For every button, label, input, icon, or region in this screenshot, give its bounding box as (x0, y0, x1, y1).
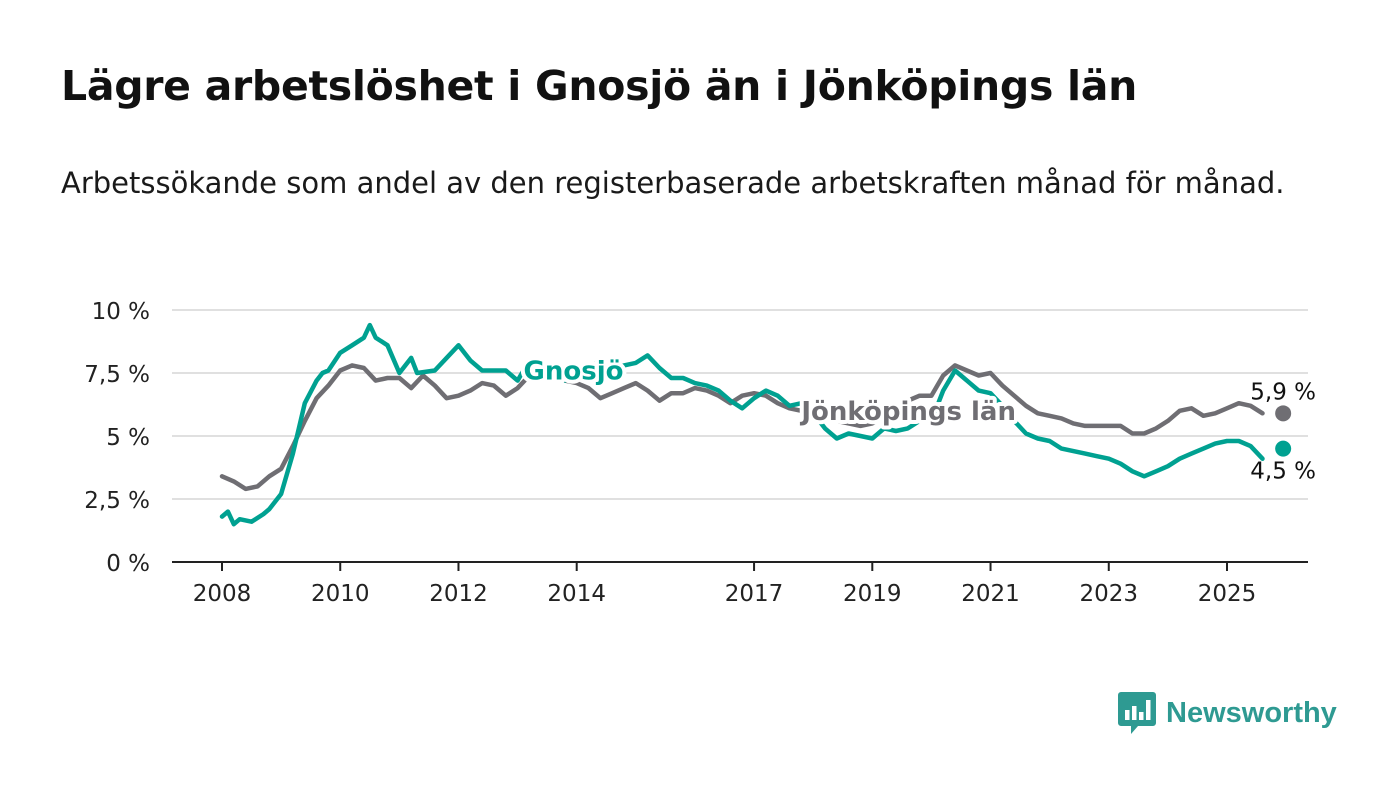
x-tick-label: 2019 (843, 581, 902, 607)
x-tick-label: 2012 (429, 581, 488, 607)
series-line-gnosjo (219, 322, 1265, 527)
series-lines (219, 322, 1265, 527)
axes: 0 % 2,5 % 5 % 7,5 % 10 % 2008 2010 2012 2014 2017… (84, 299, 1308, 607)
brand-name: Newsworthy (1166, 696, 1337, 729)
end-marker (1275, 405, 1292, 422)
y-tick-label: 0 % (106, 551, 150, 577)
x-tick-label: 2017 (725, 581, 784, 607)
end-marker (1275, 440, 1292, 457)
x-tick-label: 2008 (193, 581, 252, 607)
newsworthy-brand[interactable]: Newsworthy (1118, 690, 1337, 736)
y-tick-label: 5 % (106, 425, 150, 451)
x-tick-label: 2021 (961, 581, 1020, 607)
series-line-jonkopings-lan (219, 360, 1265, 492)
x-tick-label: 2010 (311, 581, 370, 607)
chart-title: Lägre arbetslöshet i Gnosjö än i Jönköpi… (61, 62, 1138, 110)
grid-lines (172, 309, 1308, 500)
line-chart: 0 % 2,5 % 5 % 7,5 % 10 % 2008 2010 2012 2014 2017… (84, 299, 1317, 607)
series-label-jonkopings-lan: Jönköpings län (799, 397, 1016, 427)
newsworthy-logo-icon (1118, 692, 1156, 734)
chart-labels: 5,9 % 4,5 % Gnosjö Jönköpings län (520, 352, 1317, 485)
x-tick-label: 2025 (1198, 581, 1257, 607)
end-value-label: 4,5 % (1250, 459, 1316, 485)
end-value-label: 5,9 % (1250, 379, 1316, 405)
series-label-gnosjo: Gnosjö (524, 356, 624, 386)
x-tick-label: 2014 (547, 581, 606, 607)
chart-subtitle: Arbetssökande som andel av den registerb… (61, 166, 1285, 200)
x-tick-label: 2023 (1079, 581, 1138, 607)
y-tick-label: 2,5 % (84, 488, 150, 514)
y-tick-label: 7,5 % (84, 362, 150, 388)
y-tick-label: 10 % (92, 299, 150, 325)
